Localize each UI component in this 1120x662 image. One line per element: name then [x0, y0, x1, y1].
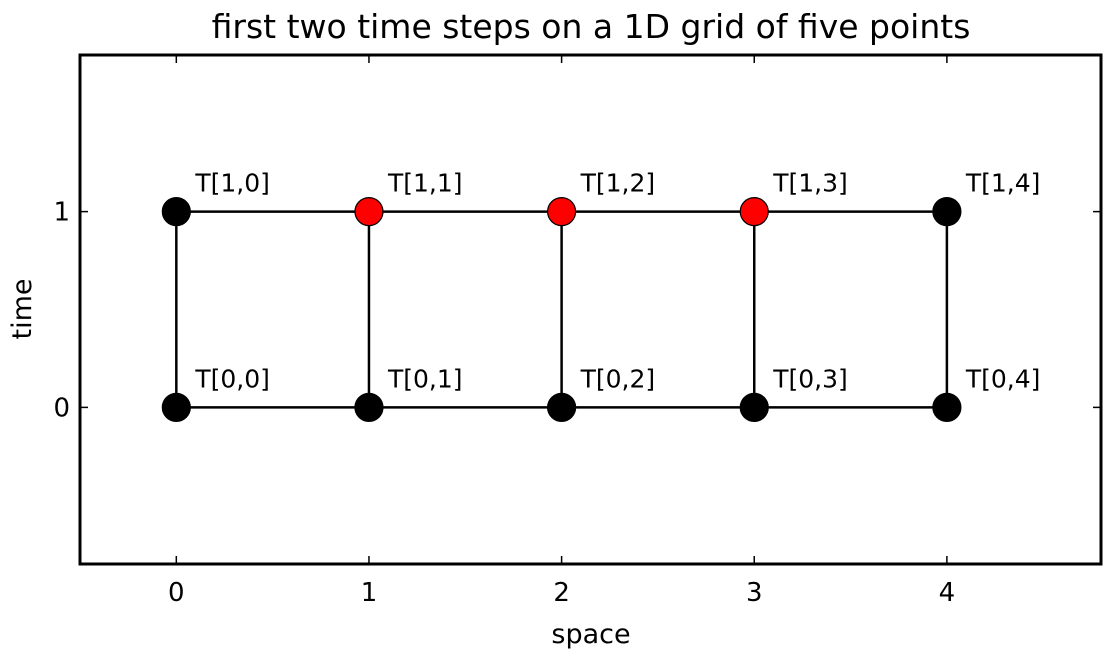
point-label: T[1,0]: [194, 169, 270, 198]
y-axis-label: time: [7, 278, 38, 339]
point-label: T[1,1]: [387, 169, 463, 198]
grid-points: [161, 197, 962, 422]
point-label: T[1,4]: [965, 169, 1041, 198]
grid-point: [932, 392, 962, 422]
point-label: T[0,1]: [387, 364, 463, 393]
grid-point: [547, 392, 577, 422]
point-label: T[0,4]: [965, 364, 1041, 393]
grid-point: [161, 197, 191, 227]
point-label: T[1,2]: [580, 169, 656, 198]
grid-point: [932, 197, 962, 227]
point-labels: T[0,0] T[0,1] T[0,2] T[0,3] T[0,4] T[1,0] T[1,…: [194, 169, 1040, 394]
axis-ticks: 0 1 2 3 4 0 1: [53, 55, 1101, 608]
x-tick-label: 0: [168, 578, 185, 608]
point-label: T[0,2]: [580, 364, 656, 393]
point-label: T[1,3]: [772, 169, 848, 198]
plot-area-frame: [78, 53, 1103, 566]
grid-point: [547, 197, 577, 227]
y-tick-label: 1: [53, 198, 70, 228]
x-tick-label: 1: [361, 578, 378, 608]
grid-point: [354, 197, 384, 227]
grid-point: [161, 392, 191, 422]
x-tick-label: 2: [553, 578, 570, 608]
y-tick-label: 0: [53, 393, 70, 423]
point-label: T[0,3]: [772, 364, 848, 393]
grid-point: [354, 392, 384, 422]
x-tick-label: 4: [939, 578, 956, 608]
x-axis-label: space: [551, 619, 630, 650]
grid-point: [739, 392, 769, 422]
chart-title: first two time steps on a 1D grid of fiv…: [212, 7, 971, 46]
grid-point: [739, 197, 769, 227]
x-tick-label: 3: [746, 578, 763, 608]
point-label: T[0,0]: [194, 364, 270, 393]
